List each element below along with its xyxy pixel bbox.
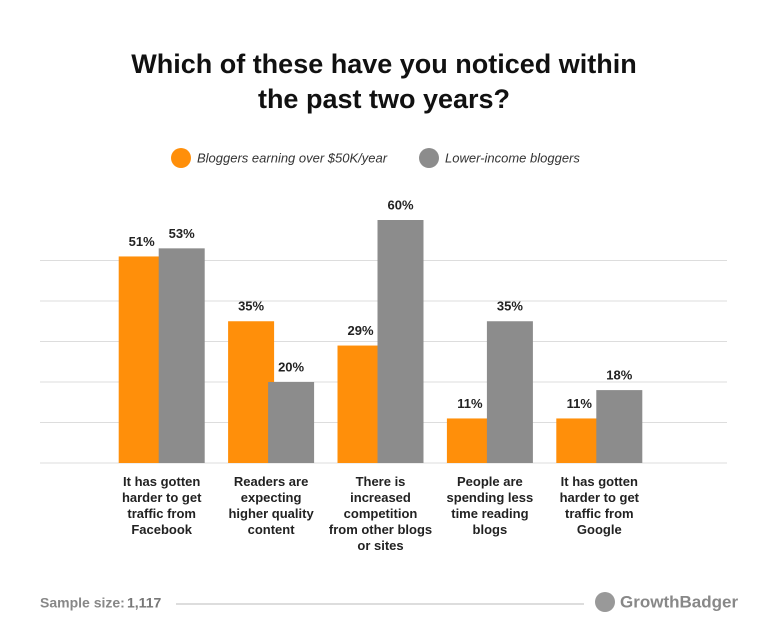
x-tick-label: There is increased competition from othe… [328, 474, 433, 553]
value-label: 53% [169, 226, 195, 241]
legend-label: Lower-income bloggers [445, 150, 580, 165]
value-label: 51% [129, 234, 155, 249]
bar [337, 345, 384, 463]
value-label: 60% [387, 197, 413, 212]
bar [158, 248, 205, 463]
value-label: 11% [567, 396, 593, 411]
value-label: 35% [497, 299, 523, 314]
x-tick-label: It has gotten harder to get traffic from… [559, 474, 640, 537]
chart-title: the past two years? [258, 84, 510, 114]
value-label: 35% [238, 299, 264, 314]
bar [446, 418, 493, 463]
value-label: 29% [347, 323, 373, 338]
x-tick-label: It has gotten harder to get traffic from… [121, 474, 202, 537]
sample-label: Sample size: [40, 595, 125, 611]
brand: GrowthBadger [620, 592, 738, 611]
legend-label: Bloggers earning over $50K/year [197, 150, 388, 165]
value-label: 18% [606, 368, 632, 383]
legend-marker [171, 148, 191, 168]
bar [596, 390, 643, 463]
bar [118, 256, 165, 463]
bar [486, 321, 533, 463]
bar [228, 321, 275, 463]
bar [268, 382, 315, 463]
value-label: 20% [278, 359, 304, 374]
x-tick-label: People are spending less time reading bl… [446, 474, 534, 537]
value-label: 11% [457, 396, 483, 411]
sample-size: 1,117 [127, 595, 161, 611]
bar [556, 418, 603, 463]
brand-logo [595, 592, 615, 612]
chart-title: Which of these have you noticed within [131, 49, 637, 79]
x-tick-label: Readers are expecting higher quality con… [228, 474, 314, 537]
bar [377, 220, 424, 463]
legend-marker [419, 148, 439, 168]
